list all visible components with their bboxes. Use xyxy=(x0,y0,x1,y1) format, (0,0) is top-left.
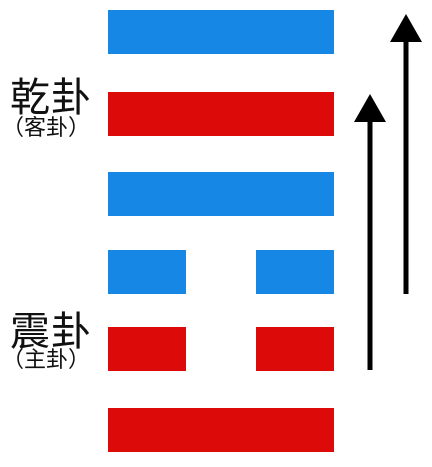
line-3-broken-right xyxy=(256,250,334,294)
upper-trigram-role: （客卦） xyxy=(2,116,91,141)
line-2-broken-left xyxy=(108,327,186,371)
lower-trigram-role: （主卦） xyxy=(2,348,91,373)
line-2-broken-right xyxy=(256,327,334,371)
line-6-solid xyxy=(108,10,334,54)
line-5-solid xyxy=(108,92,334,136)
upper-trigram-name: 乾卦 xyxy=(10,75,92,121)
line-3-broken-left xyxy=(108,250,186,294)
lower-trigram-name: 震卦 xyxy=(10,309,92,355)
line-1-solid xyxy=(108,408,334,452)
short-arrow xyxy=(354,94,386,370)
long-arrow xyxy=(390,14,422,294)
line-4-solid xyxy=(108,172,334,216)
